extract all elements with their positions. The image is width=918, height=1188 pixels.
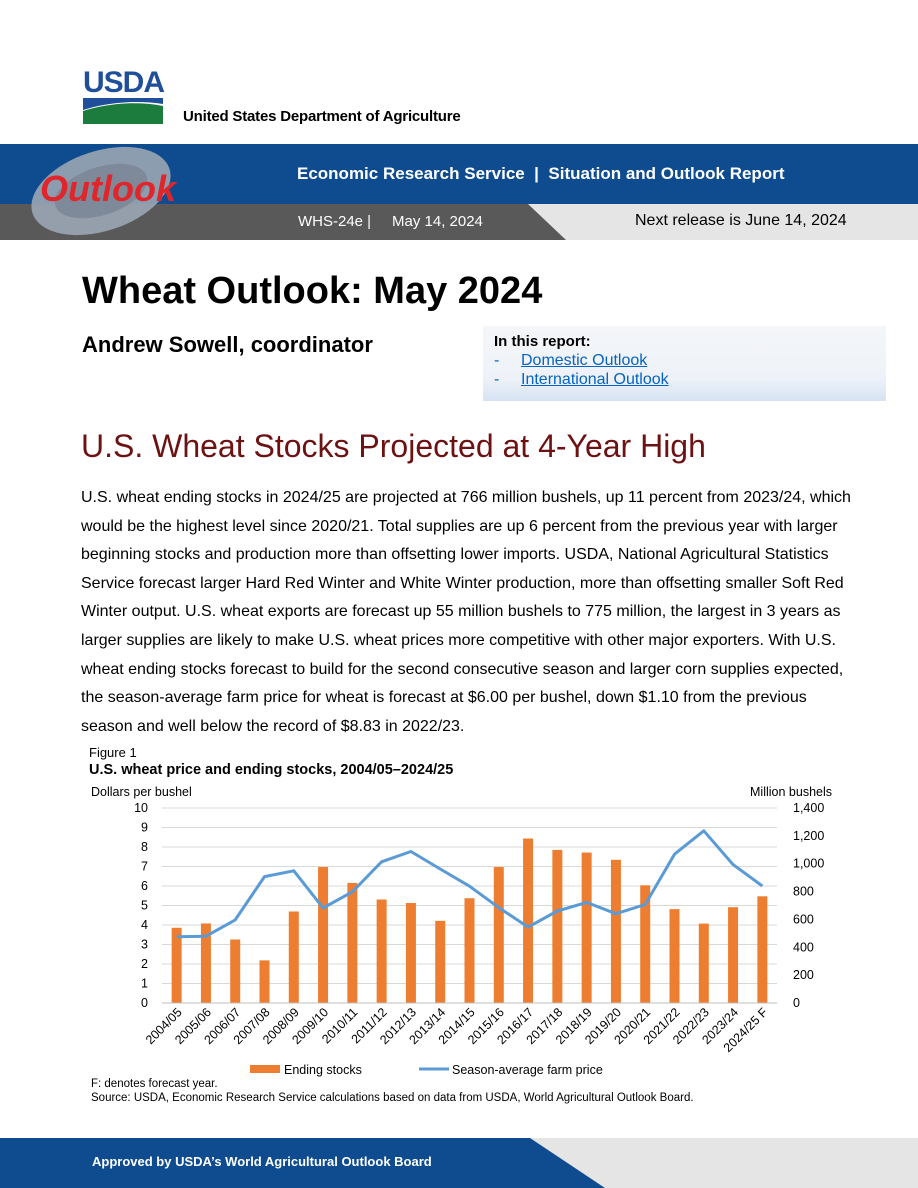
figure-title: U.S. wheat price and ending stocks, 2004…: [89, 762, 454, 778]
left-tick-label: 8: [141, 840, 148, 854]
list-dash: -: [494, 352, 500, 369]
bar-ending-stocks: [640, 885, 651, 1003]
legend-swatch-ending-stocks: [250, 1065, 280, 1073]
right-tick-label: 600: [793, 912, 814, 926]
usda-logo-text: USDA: [83, 66, 165, 99]
bar-ending-stocks: [259, 960, 270, 1003]
left-tick-label: 10: [134, 801, 148, 815]
right-tick-label: 1,200: [793, 829, 824, 843]
bar-ending-stocks: [610, 859, 621, 1003]
in-this-report-box: In this report: - Domestic Outlook - Inter…: [483, 326, 886, 401]
line-farm-price: [176, 829, 764, 939]
outlook-logo-text: Outlook: [40, 168, 178, 209]
right-tick-label: 0: [793, 996, 800, 1010]
right-axis-label: Million bushels: [750, 785, 832, 799]
report-id: WHS-24e |: [298, 213, 372, 230]
bar-ending-stocks: [757, 896, 768, 1003]
bar-ending-stocks: [698, 923, 709, 1003]
left-tick-label: 9: [141, 821, 148, 835]
bar-ending-stocks: [581, 852, 592, 1003]
outlook-logo-icon: Outlook: [31, 146, 178, 236]
bar-ending-stocks: [318, 867, 329, 1003]
bar-ending-stocks: [200, 923, 211, 1003]
legend-label-ending-stocks: Ending stocks: [284, 1063, 362, 1077]
figure-note: F: denotes forecast year.: [91, 1078, 218, 1090]
section-headline: U.S. Wheat Stocks Projected at 4-Year Hi…: [81, 428, 706, 464]
usda-logo: USDA: [83, 66, 165, 124]
body-paragraph: U.S. wheat ending stocks in 2024/25 are …: [81, 489, 851, 735]
left-tick-label: 3: [141, 938, 148, 952]
bar-ending-stocks: [728, 907, 739, 1003]
bar-ending-stocks: [405, 902, 416, 1003]
left-axis-label: Dollars per bushel: [91, 785, 192, 799]
link-domestic-outlook[interactable]: - Domestic Outlook: [494, 352, 647, 370]
right-tick-label: 400: [793, 940, 814, 954]
right-tick-label: 200: [793, 968, 814, 982]
bar-ending-stocks: [464, 898, 475, 1003]
approved-by-text: Approved by USDA’s World Agricultural Ou…: [92, 1154, 432, 1169]
bar-ending-stocks: [435, 920, 446, 1003]
wheat-chart: 0 1 2 3 4 5 6 7 8 9 10 0 200 400 600 800 1,000 1,200 1,400…: [91, 785, 832, 1077]
bar-ending-stocks: [493, 867, 504, 1003]
bar-ending-stocks: [669, 909, 680, 1003]
page-title: Wheat Outlook: May 2024: [82, 270, 543, 312]
left-tick-label: 5: [141, 899, 148, 913]
department-name: United States Department of Agriculture: [183, 108, 461, 125]
footer-band: [0, 1138, 605, 1188]
bar-ending-stocks: [376, 899, 387, 1003]
bar-ending-stocks: [288, 911, 299, 1003]
service-title: Economic Research Service | Situation an…: [297, 164, 785, 183]
report-date: May 14, 2024: [392, 213, 483, 230]
left-tick-label: 0: [141, 996, 148, 1010]
figure-label: Figure 1: [89, 745, 137, 760]
link-international-outlook[interactable]: - International Outlook: [494, 371, 669, 389]
in-this-report-heading: In this report:: [494, 333, 591, 350]
bar-ending-stocks: [347, 882, 358, 1003]
bar-ending-stocks: [171, 927, 182, 1003]
usda-logo-wave-icon: [83, 98, 163, 124]
bar-ending-stocks: [230, 939, 241, 1003]
bar-ending-stocks: [523, 838, 534, 1003]
coordinator-name: Andrew Sowell, coordinator: [82, 332, 373, 357]
legend-label-farm-price: Season-average farm price: [452, 1063, 603, 1077]
next-release-date: Next release is June 14, 2024: [635, 212, 847, 229]
right-tick-label: 1,400: [793, 801, 824, 815]
left-tick-label: 4: [141, 918, 148, 932]
left-tick-label: 2: [141, 957, 148, 971]
left-tick-label: 1: [141, 977, 148, 991]
right-tick-label: 1,000: [793, 857, 824, 871]
link-label[interactable]: International Outlook: [521, 371, 669, 388]
figure-source: Source: USDA, Economic Research Service …: [91, 1092, 694, 1104]
left-tick-label: 6: [141, 879, 148, 893]
list-dash: -: [494, 371, 500, 388]
left-tick-label: 7: [141, 860, 148, 874]
bar-ending-stocks: [552, 849, 563, 1003]
link-label[interactable]: Domestic Outlook: [521, 352, 648, 369]
right-tick-label: 800: [793, 885, 814, 899]
